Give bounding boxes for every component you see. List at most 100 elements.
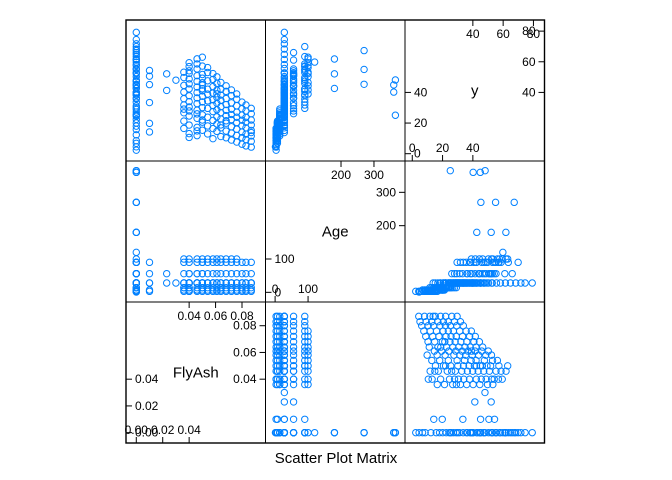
data-point-FlyAsh-vs-y-158 <box>217 121 225 129</box>
data-point-Age-vs-FlyAsh-86 <box>272 375 280 383</box>
data-point-FlyAsh-vs-y-45 <box>132 143 140 151</box>
data-point-FlyAsh-vs-Age-209 <box>247 269 255 278</box>
data-point-Age-vs-FlyAsh-175 <box>289 332 298 341</box>
matrix-outer-border <box>125 19 546 444</box>
data-point-Age-vs-FlyAsh-87 <box>276 375 284 383</box>
panel-2-0 <box>126 302 266 443</box>
data-point-y-vs-FlyAsh-161 <box>438 338 447 346</box>
data-point-Age-vs-y-37 <box>330 55 339 63</box>
data-point-y-vs-FlyAsh-104 <box>431 362 440 370</box>
data-point-y-vs-FlyAsh-60 <box>490 415 499 423</box>
data-point-FlyAsh-vs-y-102 <box>193 127 201 135</box>
data-point-FlyAsh-vs-y-62 <box>162 70 171 78</box>
data-point-y-vs-Age-43 <box>481 166 489 175</box>
data-point-FlyAsh-vs-Age-118 <box>198 258 207 267</box>
data-point-y-vs-FlyAsh-133 <box>456 351 464 359</box>
data-point-FlyAsh-vs-Age-58 <box>145 279 154 287</box>
data-point-y-vs-Age-167 <box>475 255 484 263</box>
data-point-y-vs-Age-44 <box>446 166 454 175</box>
data-point-FlyAsh-vs-y-105 <box>198 118 207 126</box>
data-point-FlyAsh-vs-Age-127 <box>203 258 212 267</box>
data-point-y-vs-Age-145 <box>471 269 479 278</box>
data-point-FlyAsh-vs-Age-56 <box>145 286 154 294</box>
data-point-y-vs-FlyAsh-118 <box>472 362 481 370</box>
data-point-FlyAsh-vs-Age-125 <box>203 279 212 287</box>
data-point-FlyAsh-vs-y-70 <box>180 81 188 90</box>
variable-label-Age: Age <box>322 224 349 241</box>
data-point-y-vs-Age-206 <box>431 279 439 287</box>
data-point-FlyAsh-vs-Age-176 <box>227 258 236 267</box>
data-point-Age-vs-FlyAsh-127 <box>301 356 309 365</box>
data-point-FlyAsh-vs-y-80 <box>185 85 193 93</box>
data-point-Age-vs-FlyAsh-210 <box>301 312 309 321</box>
data-point-FlyAsh-vs-y-49 <box>132 112 140 121</box>
data-point-FlyAsh-vs-Age-115 <box>198 255 207 263</box>
data-point-FlyAsh-vs-y-205 <box>247 132 255 140</box>
data-point-y-vs-Age-18 <box>496 279 505 287</box>
data-point-FlyAsh-vs-y-118 <box>198 85 207 93</box>
data-point-y-vs-FlyAsh-87 <box>450 375 459 383</box>
data-point-y-vs-Age-36 <box>487 228 495 237</box>
data-point-y-vs-FlyAsh-72 <box>489 380 497 389</box>
data-point-y-vs-FlyAsh-39 <box>491 428 500 437</box>
data-point-Age-vs-y-97 <box>280 77 289 86</box>
data-point-Age-vs-FlyAsh-177 <box>304 332 312 341</box>
data-point-y-vs-FlyAsh-196 <box>422 318 430 326</box>
data-point-y-vs-FlyAsh-150 <box>434 343 442 351</box>
data-point-Age-vs-y-171 <box>276 123 284 131</box>
data-point-Age-vs-FlyAsh-205 <box>276 312 284 321</box>
diag-FlyAsh-bottom-tick-label-0: 0.00 <box>125 423 149 437</box>
data-point-Age-vs-FlyAsh-166 <box>301 338 309 346</box>
data-point-Age-vs-FlyAsh-116 <box>280 362 289 370</box>
data-point-y-vs-Age-199 <box>439 279 448 287</box>
data-point-FlyAsh-vs-y-101 <box>193 55 201 63</box>
data-point-Age-vs-y-19 <box>280 55 289 64</box>
data-point-Age-vs-FlyAsh-44 <box>391 428 400 437</box>
data-point-Age-vs-y-201 <box>289 107 298 115</box>
data-point-Age-vs-y-24 <box>280 28 289 37</box>
data-point-FlyAsh-vs-y-94 <box>193 94 201 102</box>
data-point-y-vs-FlyAsh-77 <box>454 375 463 383</box>
data-point-y-vs-Age-193 <box>453 269 461 278</box>
data-point-y-vs-Age-154 <box>461 279 469 287</box>
data-point-Age-vs-FlyAsh-85 <box>304 375 312 383</box>
data-point-y-vs-FlyAsh-211 <box>429 312 437 321</box>
data-point-Age-vs-FlyAsh-135 <box>280 351 289 359</box>
data-point-FlyAsh-vs-y-97 <box>193 77 201 86</box>
data-point-FlyAsh-vs-y-23 <box>132 35 140 44</box>
data-point-FlyAsh-vs-y-108 <box>198 98 207 106</box>
data-point-FlyAsh-vs-y-128 <box>203 63 212 72</box>
diag-Age-bottom-tick-label-0: 0 <box>272 282 279 296</box>
diag-y-right-tick-label-2: 80 <box>522 24 536 38</box>
data-point-Age-vs-FlyAsh-118 <box>301 362 309 370</box>
data-point-Age-vs-FlyAsh-200 <box>280 318 289 326</box>
data-point-Age-vs-y-192 <box>280 111 289 119</box>
data-point-Age-vs-FlyAsh-211 <box>280 312 289 321</box>
data-point-FlyAsh-vs-y-64 <box>180 124 188 133</box>
data-point-y-vs-Age-155 <box>466 269 474 278</box>
data-point-FlyAsh-vs-y-103 <box>193 110 201 118</box>
data-point-y-vs-FlyAsh-83 <box>490 375 498 383</box>
data-point-y-vs-FlyAsh-66 <box>449 380 457 389</box>
panel-1-0 <box>126 161 266 302</box>
data-point-Age-vs-FlyAsh-125 <box>280 356 289 365</box>
data-point-y-vs-Age-189 <box>429 283 438 292</box>
data-point-FlyAsh-vs-y-63 <box>172 76 180 84</box>
data-point-y-vs-FlyAsh-140 <box>437 347 446 355</box>
data-point-FlyAsh-vs-y-155 <box>217 91 225 99</box>
data-point-y-vs-FlyAsh-48 <box>435 428 444 437</box>
data-point-y-vs-FlyAsh-166 <box>470 338 478 346</box>
data-point-Age-vs-y-29 <box>289 48 298 57</box>
data-point-FlyAsh-vs-y-39 <box>132 65 140 74</box>
data-point-y-vs-FlyAsh-63 <box>481 388 489 397</box>
data-point-y-vs-FlyAsh-8 <box>459 428 467 437</box>
data-point-y-vs-Age-38 <box>477 198 485 207</box>
data-point-Age-vs-FlyAsh-202 <box>301 318 309 326</box>
data-point-FlyAsh-vs-y-167 <box>222 82 230 90</box>
data-point-FlyAsh-vs-y-162 <box>222 111 230 120</box>
data-point-Age-vs-FlyAsh-88 <box>280 375 289 383</box>
data-point-y-vs-Age-42 <box>476 168 484 177</box>
data-point-y-vs-FlyAsh-54 <box>499 428 507 437</box>
data-point-y-vs-FlyAsh-186 <box>467 327 476 335</box>
